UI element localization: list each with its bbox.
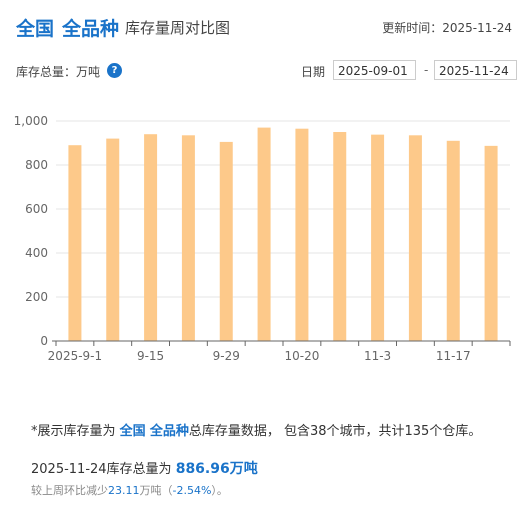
note-prefix: *展示库存量为 bbox=[31, 424, 116, 439]
region-title: 全国 bbox=[16, 18, 55, 40]
note-suffix: 总库存量数据， 包含38个城市，共计135个仓库。 bbox=[188, 424, 482, 439]
x-tick-label: 2025-9-1 bbox=[48, 349, 102, 363]
bar-chart: 0 200 400 600 800 1,000 2025-9-1 9-15 9-29 10-20 1… bbox=[14, 114, 511, 363]
update-date: 2025-11-24 bbox=[442, 21, 512, 35]
bar-9-29 bbox=[219, 141, 233, 341]
change-prefix: 较上周环比减少 bbox=[31, 484, 108, 497]
total-date-label: 2025-11-24库存总量为 bbox=[31, 462, 172, 477]
question-circle-icon[interactable]: ? bbox=[107, 63, 122, 78]
x-tick-label: 9-29 bbox=[213, 349, 240, 363]
total-value: 886.96万吨 bbox=[175, 461, 258, 477]
product-title: 全品种 bbox=[62, 18, 120, 40]
note-region: 全国 bbox=[119, 424, 146, 439]
y-tick-label: 600 bbox=[25, 202, 48, 216]
bar-9-8 bbox=[106, 138, 120, 341]
bar-11-10 bbox=[408, 135, 422, 341]
change-summary: 较上周环比减少23.11万吨（-2.54%）。 bbox=[31, 482, 228, 498]
x-tick-label: 11-3 bbox=[364, 349, 391, 363]
bar-10-13 bbox=[257, 127, 271, 341]
bar-11-17 bbox=[446, 140, 460, 341]
y-tick-label: 0 bbox=[40, 334, 48, 348]
update-label: 更新时间： bbox=[382, 21, 443, 35]
y-tick-label: 800 bbox=[25, 158, 48, 172]
y-tick-label: 1,000 bbox=[14, 114, 48, 128]
update-time: 更新时间：2025-11-24 bbox=[382, 19, 512, 36]
bar-11-3 bbox=[371, 134, 385, 341]
start-date-input[interactable]: 2025-09-01 bbox=[333, 60, 416, 80]
bar-2025-9-1 bbox=[68, 145, 82, 341]
change-value: 23.11 bbox=[108, 484, 140, 497]
total-summary: 2025-11-24库存总量为 886.96万吨 bbox=[31, 458, 258, 478]
footnote: *展示库存量为 全国 全品种总库存量数据， 包含38个城市，共计135个仓库。 bbox=[31, 420, 481, 439]
x-tick-label: 11-17 bbox=[436, 349, 471, 363]
x-tick-label: 10-20 bbox=[284, 349, 319, 363]
note-product: 全品种 bbox=[149, 424, 189, 439]
bar-9-22 bbox=[181, 135, 195, 341]
bar-10-20 bbox=[295, 128, 309, 341]
date-separator: - bbox=[424, 63, 429, 77]
x-tick-label: 9-15 bbox=[137, 349, 164, 363]
bar-11-24 bbox=[484, 145, 498, 341]
date-label: 日期 bbox=[301, 65, 326, 79]
change-suffix: ）。 bbox=[211, 484, 228, 497]
bar-9-15 bbox=[144, 134, 158, 341]
y-tick-label: 200 bbox=[25, 290, 48, 304]
change-pct: -2.54% bbox=[172, 484, 212, 497]
page-title: 库存量周对比图 bbox=[125, 19, 231, 37]
bar-10-27 bbox=[333, 132, 347, 341]
end-date-input[interactable]: 2025-11-24 bbox=[434, 60, 517, 80]
y-tick-label: 400 bbox=[25, 246, 48, 260]
unit-label: 库存总量：万吨 bbox=[16, 65, 101, 79]
change-unit: 万吨（ bbox=[139, 484, 173, 497]
